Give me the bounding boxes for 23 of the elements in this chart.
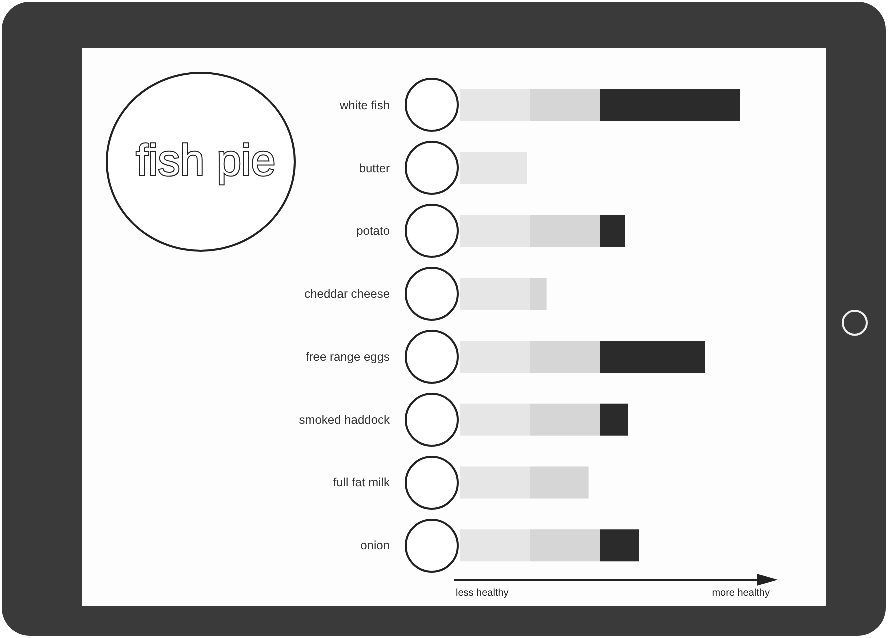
y-tick-label: cheddar cheese xyxy=(304,287,390,302)
bar xyxy=(530,340,600,373)
bar xyxy=(530,466,589,499)
y-tick-label: potato xyxy=(356,224,390,238)
bar xyxy=(530,278,547,310)
bar xyxy=(600,404,628,436)
bar xyxy=(600,215,626,248)
text: fish pie xyxy=(136,136,276,186)
bar xyxy=(530,215,600,248)
text: more healthy xyxy=(712,588,770,599)
y-tick-label: onion xyxy=(360,538,390,553)
bar xyxy=(530,89,600,122)
y-tick-label: smoked haddock xyxy=(299,412,391,427)
bar xyxy=(600,530,640,562)
y-tick-label: white fish xyxy=(338,98,390,112)
y-tick-label: butter xyxy=(359,161,390,176)
y-tick-label: full fat milk xyxy=(333,476,391,490)
bar xyxy=(600,340,705,373)
text: less healthy xyxy=(456,588,509,599)
bar xyxy=(530,404,600,436)
bar xyxy=(600,89,740,122)
y-tick-label: free range eggs xyxy=(306,350,390,364)
bar xyxy=(530,530,600,562)
